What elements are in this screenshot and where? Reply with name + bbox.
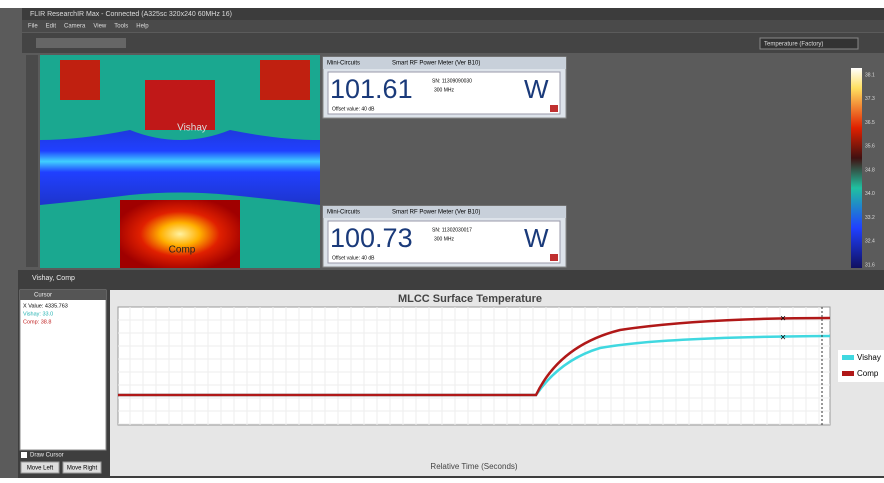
meter-serial: SN: 11309090030 <box>432 78 472 84</box>
scale-label: 34.0 <box>865 191 875 197</box>
cursor-marker: × <box>780 314 786 325</box>
scale-label: 32.4 <box>865 239 875 245</box>
menu-item[interactable]: View <box>93 24 107 30</box>
chart-title: MLCC Surface Temperature <box>398 293 542 305</box>
side-toolbar[interactable] <box>26 55 38 267</box>
menu-item[interactable]: File <box>28 24 38 30</box>
toolbar-buttons[interactable] <box>36 38 126 48</box>
draw-cursor-label: Draw Cursor <box>30 453 64 459</box>
cursor-row: Vishay: 33.0 <box>23 311 53 317</box>
menu-item[interactable]: Tools <box>114 24 128 30</box>
meter-serial: SN: 11302030017 <box>432 227 472 233</box>
scale-label: 38.1 <box>865 72 875 78</box>
meter-freq: 300 MHz <box>434 87 455 93</box>
move-button-label: Move Left <box>27 466 54 472</box>
cursor-row: X Value: 4335.763 <box>23 303 68 309</box>
thermal-label: Vishay <box>177 123 207 134</box>
meter-offset: Offset value: 40 dB <box>332 255 375 261</box>
toolbar <box>22 33 884 53</box>
palette-select-label: Temperature (Factory) <box>764 42 823 48</box>
menu-item[interactable]: Help <box>136 24 149 30</box>
scale-label: 36.5 <box>865 120 875 126</box>
cursor-title: Cursor <box>34 293 52 299</box>
meter-model: Smart RF Power Meter (Ver B10) <box>392 210 480 216</box>
meter-unit: W <box>524 74 549 104</box>
scale-label: 34.8 <box>865 167 875 173</box>
meter-reading: 101.61 <box>330 74 413 104</box>
legend-swatch <box>842 371 854 376</box>
cursor-row: Comp: 38.8 <box>23 319 51 325</box>
meter-close[interactable] <box>550 254 558 261</box>
legend-swatch <box>842 355 854 360</box>
menu-item[interactable]: Edit <box>46 24 57 30</box>
thermal-hotspot <box>60 60 100 100</box>
panel-title: Vishay, Comp <box>32 275 75 282</box>
cursor-marker: × <box>780 333 786 344</box>
meter-close[interactable] <box>550 105 558 112</box>
thermal-comp <box>120 200 240 268</box>
meter-brand: Mini-Circuits <box>327 210 360 216</box>
plot-area <box>118 307 830 425</box>
thermal-label: Comp <box>169 245 196 256</box>
move-button-label: Move Right <box>67 466 98 472</box>
scale-label: 37.3 <box>865 96 875 102</box>
scale-label: 35.6 <box>865 144 875 150</box>
scale-label: 33.2 <box>865 215 875 221</box>
meter-freq: 300 MHz <box>434 236 455 242</box>
window-title: FLIR ResearchIR Max - Connected (A325sc … <box>30 11 232 18</box>
app-window: FLIR ResearchIR Max - Connected (A325sc … <box>0 0 884 478</box>
meter-brand: Mini-Circuits <box>327 61 360 67</box>
meter-offset: Offset value: 40 dB <box>332 106 375 112</box>
menu-bar <box>22 20 884 32</box>
color-scale <box>851 68 862 268</box>
cursor-header <box>20 290 106 300</box>
draw-cursor-checkbox[interactable] <box>21 452 27 458</box>
legend-label: Comp <box>857 369 879 378</box>
x-axis-label: Relative Time (Seconds) <box>430 462 517 471</box>
meter-unit: W <box>524 223 549 253</box>
meter-reading: 100.73 <box>330 223 413 253</box>
meter-model: Smart RF Power Meter (Ver B10) <box>392 61 480 67</box>
thermal-hotspot <box>260 60 310 100</box>
menu-item[interactable]: Camera <box>64 24 86 30</box>
scale-label: 31.6 <box>865 262 875 268</box>
legend-label: Vishay <box>857 353 881 362</box>
